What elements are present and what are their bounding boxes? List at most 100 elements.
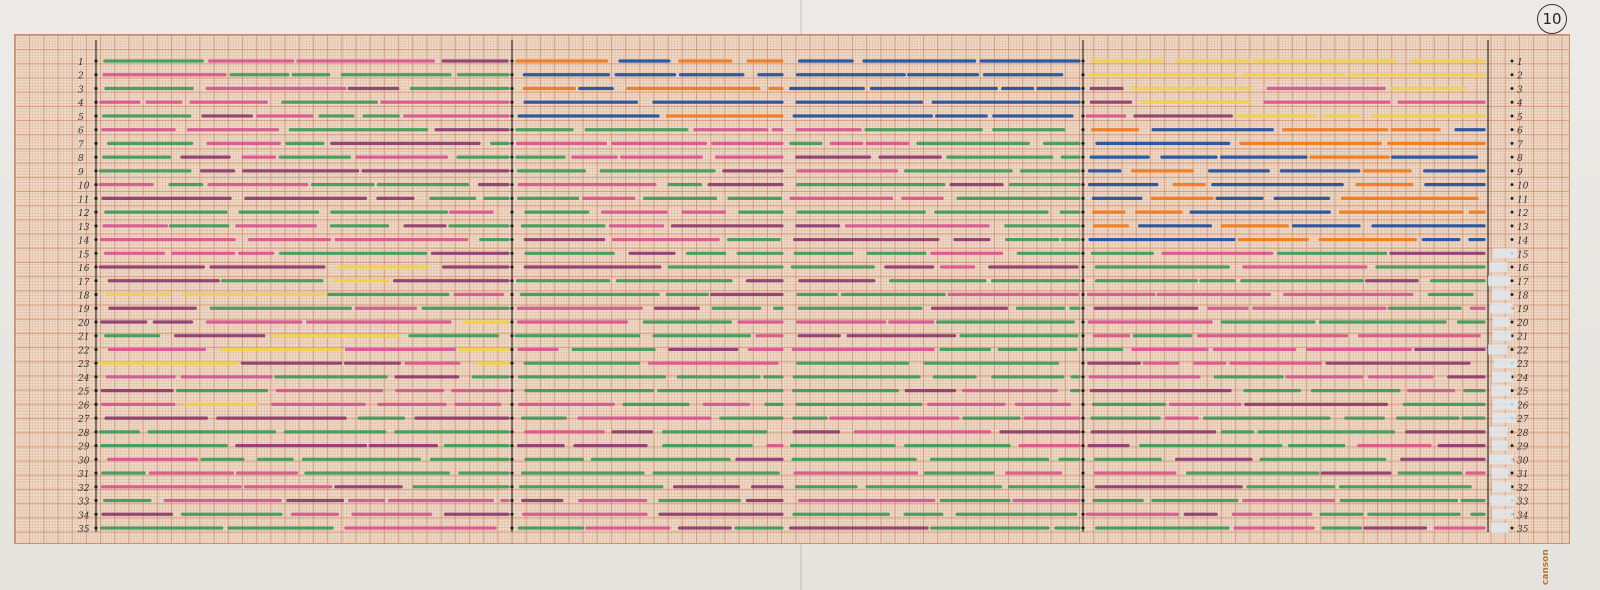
correction-patch [1489,426,1508,437]
correction-patch [1489,454,1513,465]
row-dot [1510,444,1514,448]
right-row-label: 22 [1516,346,1529,356]
correction-patch [1489,262,1508,273]
row-dot [1510,141,1514,145]
row-dot [1081,375,1085,379]
row-dot [510,100,514,104]
left-row-label: 9 [78,168,84,178]
left-row-label: 2 [77,72,84,82]
right-row-label: 33 [1517,498,1529,508]
left-row-label: 16 [78,264,90,274]
row-dot [510,306,514,310]
row-dot [1510,293,1514,296]
row-dot [510,128,514,132]
row-dot [94,526,98,530]
row-dot [1510,210,1514,214]
right-row-label: 23 [1516,360,1529,370]
row-dot [510,265,514,269]
row-dot [94,334,98,338]
left-row-label: 12 [78,209,90,219]
correction-patch [1490,303,1513,314]
row-dot [94,210,98,214]
left-row-label: 27 [77,415,90,425]
row-dot [1081,430,1085,434]
right-row-label: 10 [1517,182,1529,192]
row-dot [1510,347,1514,351]
correction-patch [1488,275,1511,286]
row-dot [94,183,98,187]
row-dot [1081,114,1085,118]
left-row-label: 25 [77,388,90,398]
row-dot [94,169,98,173]
row-dot [510,183,514,187]
right-row-label: 20 [1516,319,1529,329]
row-dot [1510,169,1514,173]
row-dot [1081,389,1085,393]
row-dot [94,141,98,146]
row-dot [94,237,98,242]
row-dot [510,402,514,406]
row-dot [94,128,98,132]
correction-patch [1492,413,1516,424]
row-dot [1510,114,1514,118]
row-dot [1510,183,1514,187]
row-dot [94,73,98,77]
row-dot [1510,430,1514,434]
page-number-badge: 10 [1537,4,1567,34]
row-dot [94,265,98,269]
row-dot [94,389,98,393]
row-dot [1081,279,1085,283]
row-dot [1510,59,1514,63]
row-dot [1081,457,1085,461]
row-dot [1081,237,1085,242]
left-row-label: 29 [77,443,90,453]
right-row-label: 31 [1517,470,1528,480]
row-dot [1081,306,1085,310]
left-row-label: 22 [77,346,90,356]
row-dot [1081,196,1085,200]
correction-patch [1491,289,1510,300]
row-dot [1510,471,1514,475]
left-row-label: 10 [78,182,90,192]
row-dot [510,361,514,365]
row-dot [510,155,514,159]
row-dot [1081,526,1085,530]
left-row-label: 26 [77,401,90,411]
row-dot [94,224,98,228]
row-dot [94,320,98,324]
left-row-label: 35 [78,525,90,535]
correction-patch [1492,481,1512,492]
row-dot [510,210,514,214]
row-dot [94,416,98,420]
row-dot [1081,361,1085,365]
left-row-label: 23 [77,360,90,370]
row-dot [1081,100,1085,104]
row-dot [510,292,514,297]
row-dot [94,59,98,63]
correction-patch [1490,495,1515,506]
row-dot [510,471,514,475]
row-dot [1510,86,1514,90]
right-row-label: 13 [1517,223,1529,233]
row-dot [94,485,98,489]
row-dot [1081,334,1085,338]
row-dot [510,141,514,146]
row-dot [1510,73,1514,77]
row-dot [510,347,514,352]
row-dot [94,86,98,91]
row-dot [510,485,514,489]
left-row-label: 1 [78,58,84,68]
correction-patch [1492,330,1512,341]
row-dot [94,347,98,352]
row-dot [94,457,98,461]
row-dot [94,498,98,503]
left-row-label: 33 [78,498,90,508]
row-dot [1081,292,1085,297]
correction-patch [1493,248,1518,259]
row-dot [1081,141,1085,146]
left-row-label: 21 [77,333,89,343]
right-row-label: 2 [1516,72,1523,82]
row-dot [510,512,514,516]
left-row-label: 3 [78,85,84,95]
